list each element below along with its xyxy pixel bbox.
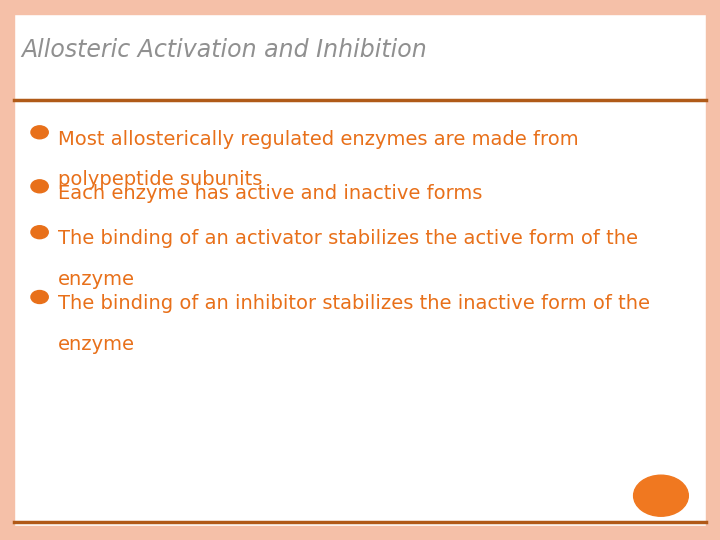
Text: The binding of an activator stabilizes the active form of the: The binding of an activator stabilizes t…: [58, 230, 638, 248]
Circle shape: [634, 475, 688, 516]
Circle shape: [31, 126, 48, 139]
Circle shape: [31, 226, 48, 239]
Bar: [0, 0, 14, 540]
Text: enzyme: enzyme: [58, 335, 135, 354]
Bar: [0, 526, 720, 540]
Text: Each enzyme has active and inactive forms: Each enzyme has active and inactive form…: [58, 184, 482, 202]
Bar: [706, 0, 720, 540]
Circle shape: [31, 180, 48, 193]
Text: Allosteric Activation and Inhibition: Allosteric Activation and Inhibition: [22, 38, 428, 62]
Circle shape: [31, 291, 48, 303]
Text: polypeptide subunits: polypeptide subunits: [58, 170, 262, 189]
Bar: [0, 0, 720, 14]
Text: The binding of an inhibitor stabilizes the inactive form of the: The binding of an inhibitor stabilizes t…: [58, 294, 649, 313]
Text: enzyme: enzyme: [58, 270, 135, 289]
Text: Most allosterically regulated enzymes are made from: Most allosterically regulated enzymes ar…: [58, 130, 578, 148]
